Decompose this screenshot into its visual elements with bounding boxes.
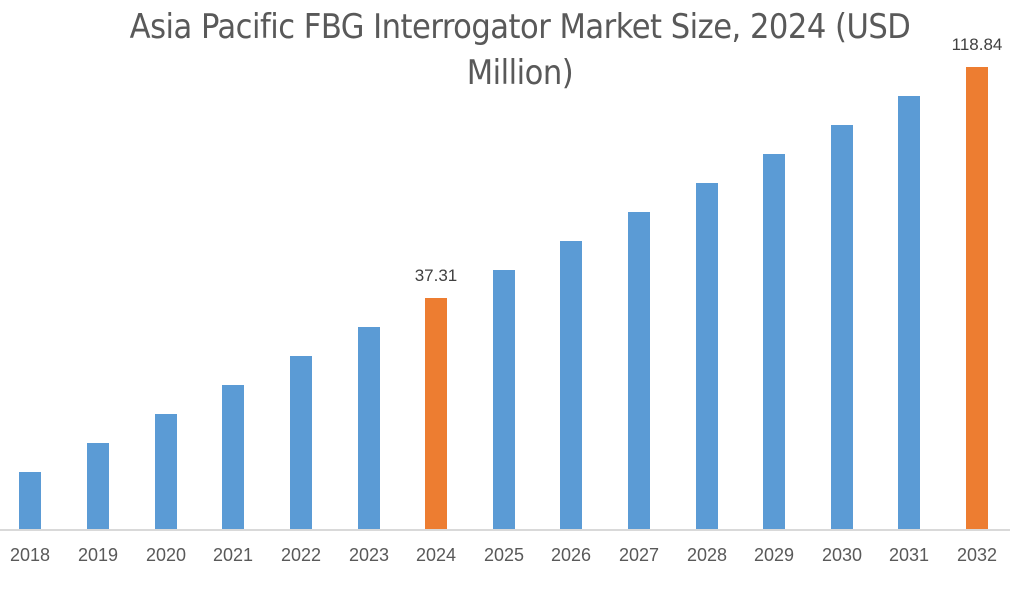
bar-2020 bbox=[155, 414, 177, 529]
x-tick-label: 2019 bbox=[77, 545, 119, 565]
x-tick-label: 2027 bbox=[618, 545, 660, 565]
bar-2028 bbox=[696, 183, 718, 529]
bar-2027 bbox=[628, 212, 650, 529]
x-tick-label: 2032 bbox=[956, 545, 998, 565]
bar-2031 bbox=[898, 96, 920, 529]
chart-title: Asia Pacific FBG Interrogator Market Siz… bbox=[40, 4, 1000, 96]
bar-2029 bbox=[763, 154, 785, 529]
x-tick-label: 2025 bbox=[483, 545, 525, 565]
x-axis-line bbox=[0, 529, 1010, 531]
bar-2021 bbox=[222, 385, 244, 529]
x-tick-label: 2022 bbox=[280, 545, 322, 565]
x-tick-label: 2024 bbox=[415, 545, 457, 565]
x-tick-label: 2028 bbox=[686, 545, 728, 565]
chart-title-line1: Asia Pacific FBG Interrogator Market Siz… bbox=[129, 7, 911, 47]
bar-2032 bbox=[966, 67, 988, 529]
bar-2019 bbox=[87, 443, 109, 529]
data-label-2032: 118.84 bbox=[951, 35, 1003, 54]
x-tick-label: 2020 bbox=[145, 545, 187, 565]
bar-2024 bbox=[425, 298, 447, 529]
bar-2026 bbox=[560, 241, 582, 529]
x-tick-label: 2031 bbox=[888, 545, 930, 565]
x-tick-label: 2030 bbox=[821, 545, 863, 565]
bar-2022 bbox=[290, 356, 312, 529]
bar-2023 bbox=[358, 327, 380, 529]
x-tick-label: 2018 bbox=[9, 545, 51, 565]
bar-2018 bbox=[19, 472, 41, 529]
data-label-2024: 37.31 bbox=[414, 266, 458, 285]
bar-2025 bbox=[493, 270, 515, 529]
x-tick-label: 2026 bbox=[550, 545, 592, 565]
x-tick-label: 2021 bbox=[212, 545, 254, 565]
x-tick-label: 2029 bbox=[753, 545, 795, 565]
x-tick-label: 2023 bbox=[348, 545, 390, 565]
bar-2030 bbox=[831, 125, 853, 529]
chart-title-line2: Million) bbox=[466, 53, 574, 93]
